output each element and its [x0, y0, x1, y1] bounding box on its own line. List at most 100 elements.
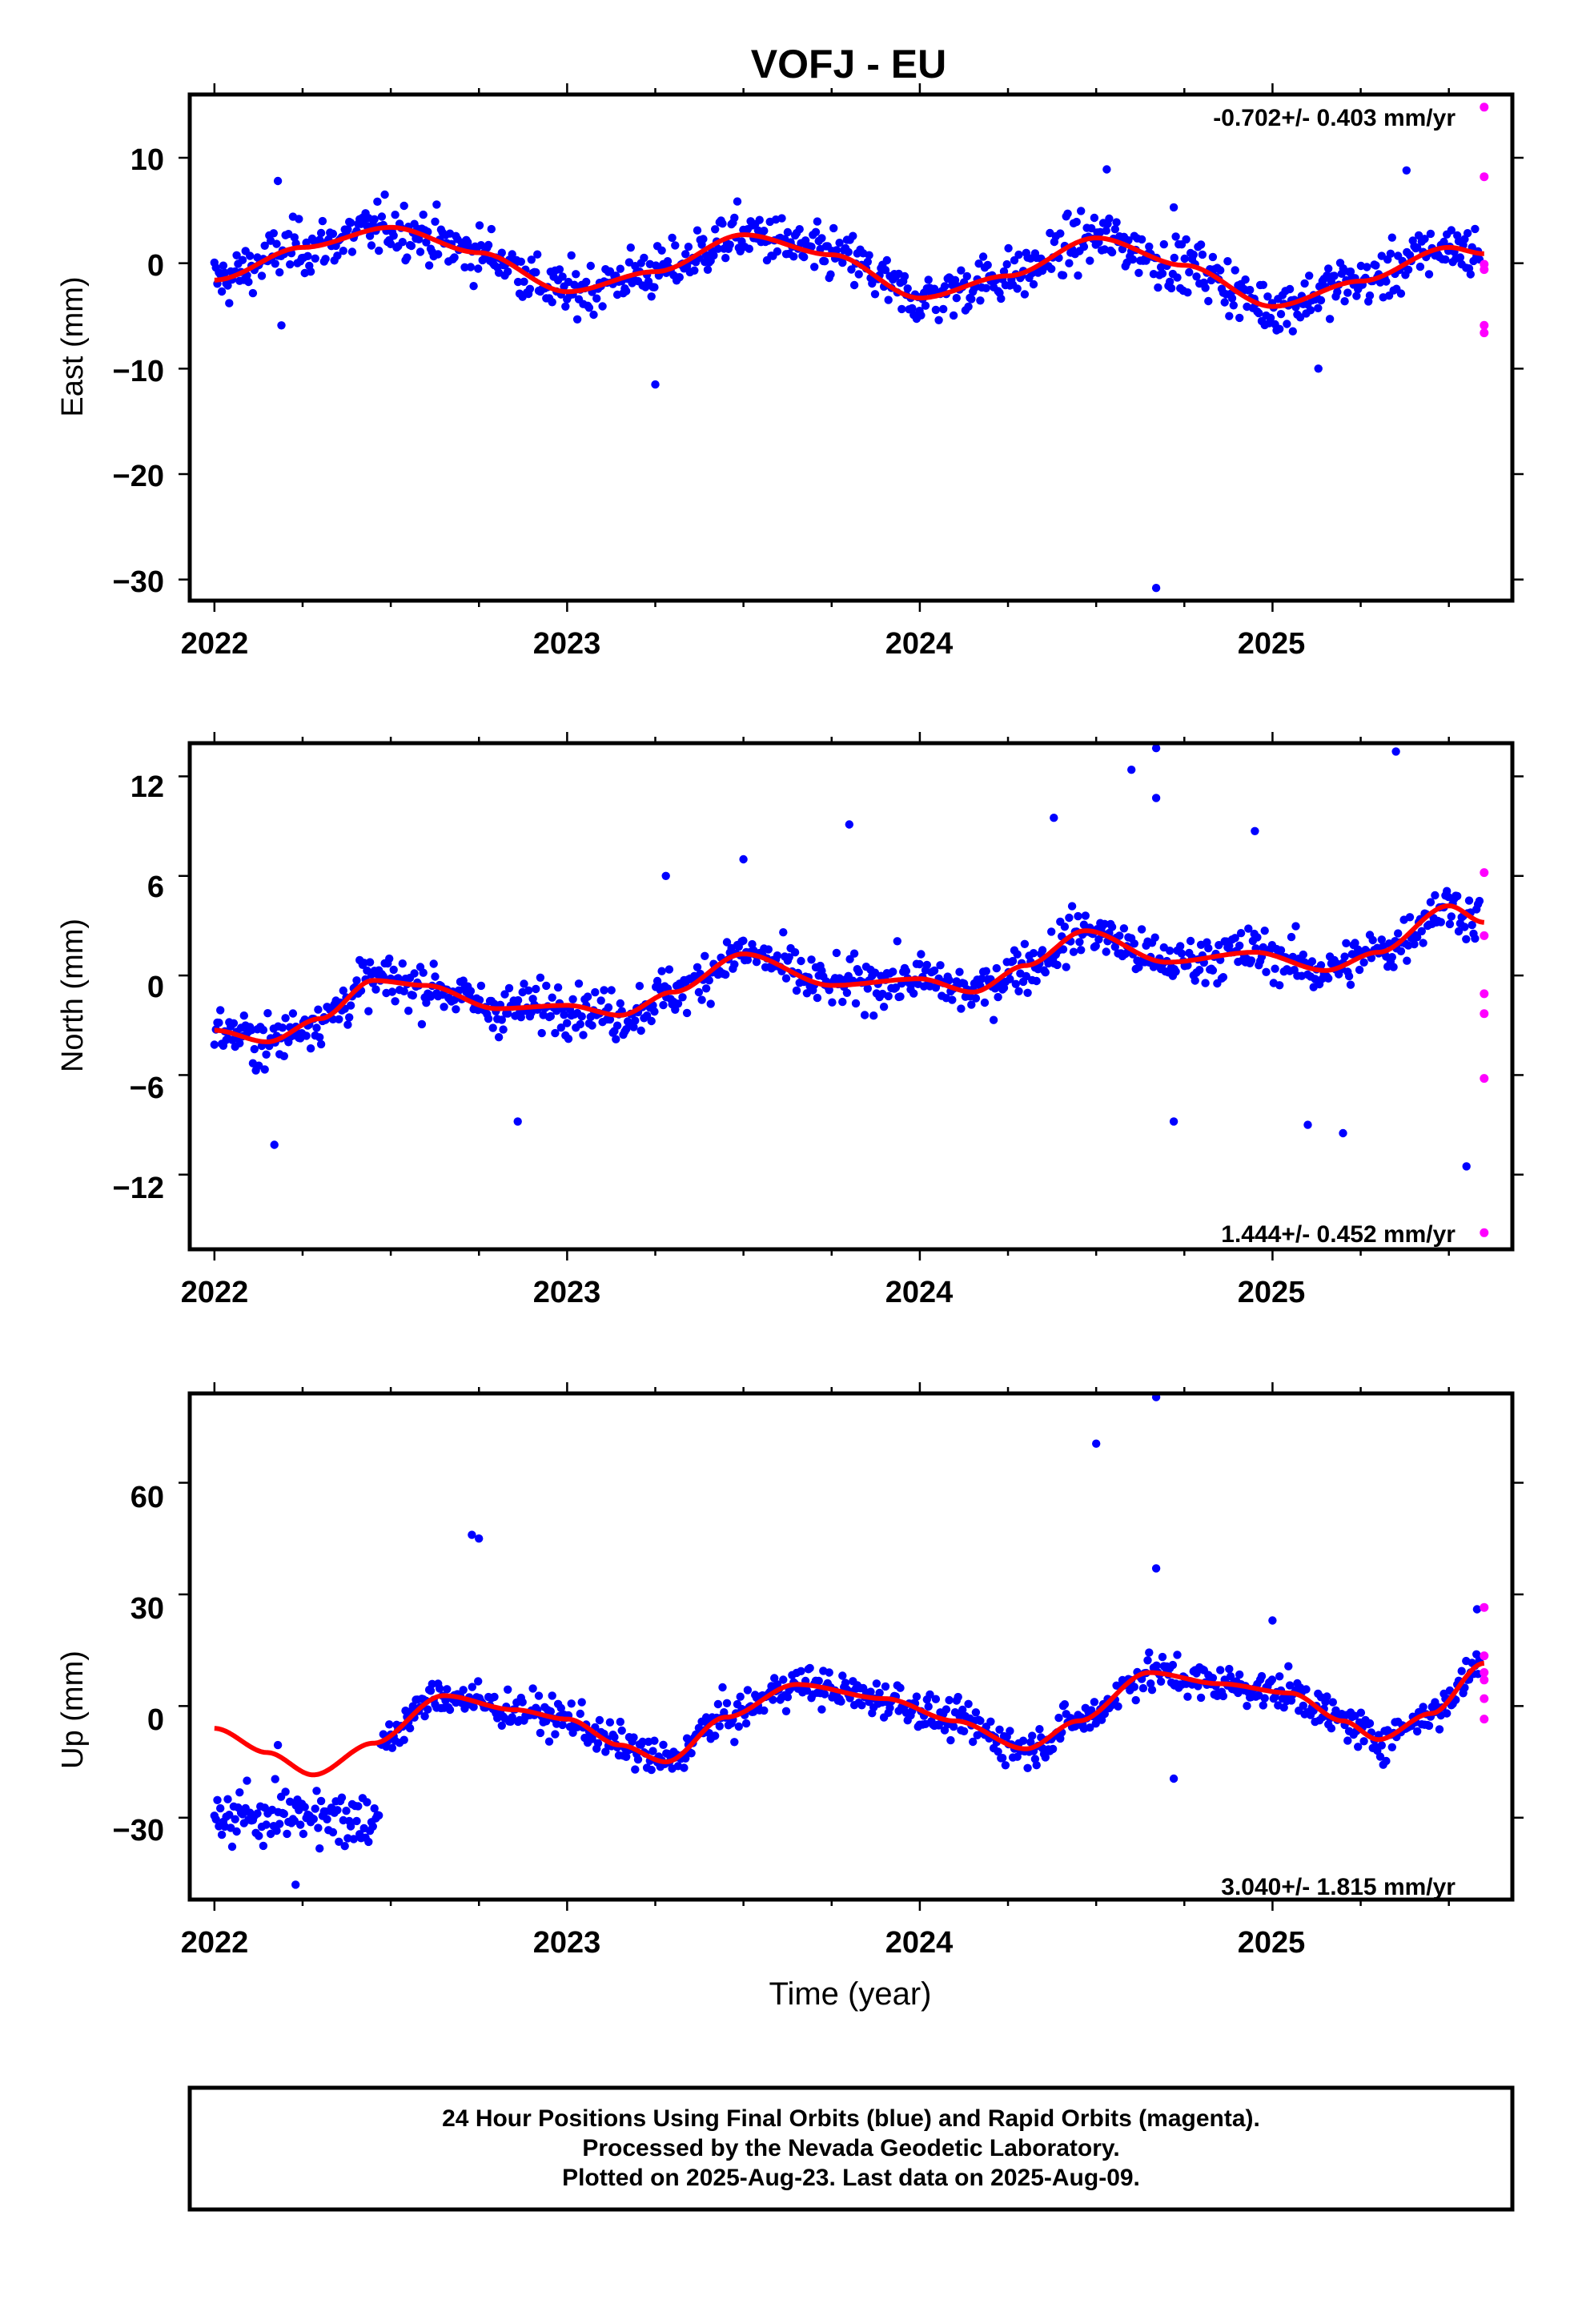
- final-orbit-point: [484, 1014, 493, 1023]
- final-orbit-point: [734, 1722, 743, 1731]
- final-orbit-point: [1263, 292, 1272, 301]
- rate-label-east: -0.702+/- 0.403 mm/yr: [1213, 105, 1456, 131]
- final-orbit-point: [1100, 919, 1110, 929]
- final-orbit-point: [1145, 1648, 1154, 1657]
- final-orbit-point: [551, 1028, 560, 1038]
- final-orbit-point: [1220, 298, 1229, 307]
- final-orbit-point: [239, 1011, 248, 1020]
- final-orbit-point: [1173, 1651, 1182, 1659]
- final-orbit-point: [469, 282, 478, 291]
- final-orbit-point: [884, 296, 893, 304]
- final-orbit-point: [494, 1033, 504, 1042]
- final-orbit-point: [318, 216, 327, 226]
- final-orbit-point: [730, 960, 739, 969]
- final-orbit-point: [215, 1018, 223, 1027]
- final-orbit-point: [352, 976, 361, 985]
- final-orbit-point: [1327, 1724, 1336, 1733]
- final-orbit-point: [978, 252, 988, 261]
- final-orbit-point: [560, 1011, 568, 1019]
- final-orbit-point: [1086, 256, 1094, 265]
- final-orbit-point: [343, 225, 352, 234]
- final-orbit-point: [1283, 320, 1291, 328]
- final-orbit-point: [499, 1025, 508, 1034]
- final-orbit-point: [967, 295, 976, 304]
- final-orbit-point: [722, 938, 732, 947]
- x-tick-label-2022-up: 2022: [181, 1926, 249, 1960]
- final-orbit-point: [435, 1684, 444, 1693]
- final-orbit-point: [484, 240, 493, 250]
- rapid-orbit-point: [1480, 172, 1489, 182]
- y-tick-label-up: 60: [130, 1481, 164, 1514]
- final-orbit-point: [647, 292, 656, 301]
- final-orbit-point: [225, 299, 234, 308]
- final-orbit-point: [1215, 941, 1223, 950]
- final-orbit-point: [949, 311, 958, 320]
- y-tick-label-up: 30: [130, 1592, 164, 1626]
- final-orbit-point: [232, 1827, 241, 1836]
- final-orbit-point: [1058, 945, 1068, 954]
- rapid-orbit-point: [1480, 103, 1489, 112]
- final-orbit-point: [1072, 217, 1081, 227]
- final-orbit-point: [1138, 1683, 1148, 1693]
- final-orbit-point: [1426, 898, 1435, 907]
- final-orbit-point: [976, 296, 985, 305]
- final-orbit-point: [1020, 290, 1030, 299]
- final-orbit-point: [1195, 966, 1204, 975]
- final-orbit-point: [681, 1754, 690, 1763]
- final-orbit-point: [577, 1698, 586, 1707]
- final-orbit-point: [957, 1004, 966, 1013]
- tick-labels-x-up: 2022 2023 2024 2025: [181, 1926, 1306, 1960]
- final-orbit-point: [631, 1765, 640, 1774]
- final-orbit-point: [699, 235, 708, 243]
- final-orbit-point: [1229, 301, 1239, 310]
- final-orbit-point: [901, 967, 911, 975]
- final-orbit-point: [1075, 938, 1084, 947]
- final-orbit-point: [1183, 1692, 1192, 1701]
- final-orbit-point: [703, 265, 713, 274]
- final-orbit-point: [847, 265, 856, 274]
- final-orbit-point: [1029, 949, 1038, 958]
- final-orbit-point: [924, 275, 933, 284]
- rapid-orbit-point: [1480, 1668, 1489, 1677]
- final-orbit-point: [773, 247, 782, 256]
- final-orbit-points-up: [210, 1393, 1484, 1889]
- final-orbit-point: [415, 235, 424, 243]
- final-orbit-point: [1226, 1672, 1235, 1681]
- final-orbit-point: [257, 271, 267, 280]
- final-orbit-point: [826, 270, 835, 279]
- final-orbit-point: [900, 271, 909, 281]
- rate-label-north: 1.444+/- 0.452 mm/yr: [1221, 1221, 1456, 1248]
- final-orbit-point: [1182, 235, 1191, 244]
- final-orbit-point: [675, 273, 684, 282]
- final-orbit-point: [912, 1692, 921, 1701]
- final-orbit-point: [405, 1723, 415, 1733]
- final-orbit-point: [1306, 306, 1315, 315]
- final-orbit-point: [673, 999, 683, 1008]
- final-orbit-point: [1067, 902, 1077, 911]
- final-orbit-point: [736, 1692, 745, 1701]
- final-orbit-point: [368, 1822, 377, 1831]
- final-orbit-point: [1453, 891, 1462, 901]
- final-orbit-point: [718, 219, 727, 228]
- final-orbit-point: [820, 257, 829, 266]
- final-orbit-point: [404, 1007, 413, 1015]
- final-orbit-point: [551, 1730, 560, 1739]
- final-orbit-point: [520, 277, 528, 286]
- final-orbit-point: [690, 266, 699, 275]
- final-orbit-point: [312, 1787, 321, 1795]
- final-orbit-point: [525, 284, 535, 293]
- final-orbit-point: [558, 272, 567, 281]
- final-orbit-point: [476, 981, 486, 991]
- final-orbit-point: [1396, 947, 1406, 956]
- final-orbit-outlier: [1169, 203, 1178, 212]
- final-orbit-point: [817, 1705, 826, 1714]
- final-orbit-point: [275, 1819, 284, 1828]
- final-orbit-point: [663, 257, 673, 266]
- final-orbit-point: [971, 994, 981, 1003]
- final-orbit-point: [286, 260, 295, 269]
- final-orbit-outlier: [739, 854, 748, 864]
- final-orbit-point: [271, 259, 279, 268]
- final-orbit-point: [387, 1743, 397, 1752]
- final-orbit-point: [1023, 988, 1032, 998]
- final-orbit-point: [849, 949, 859, 958]
